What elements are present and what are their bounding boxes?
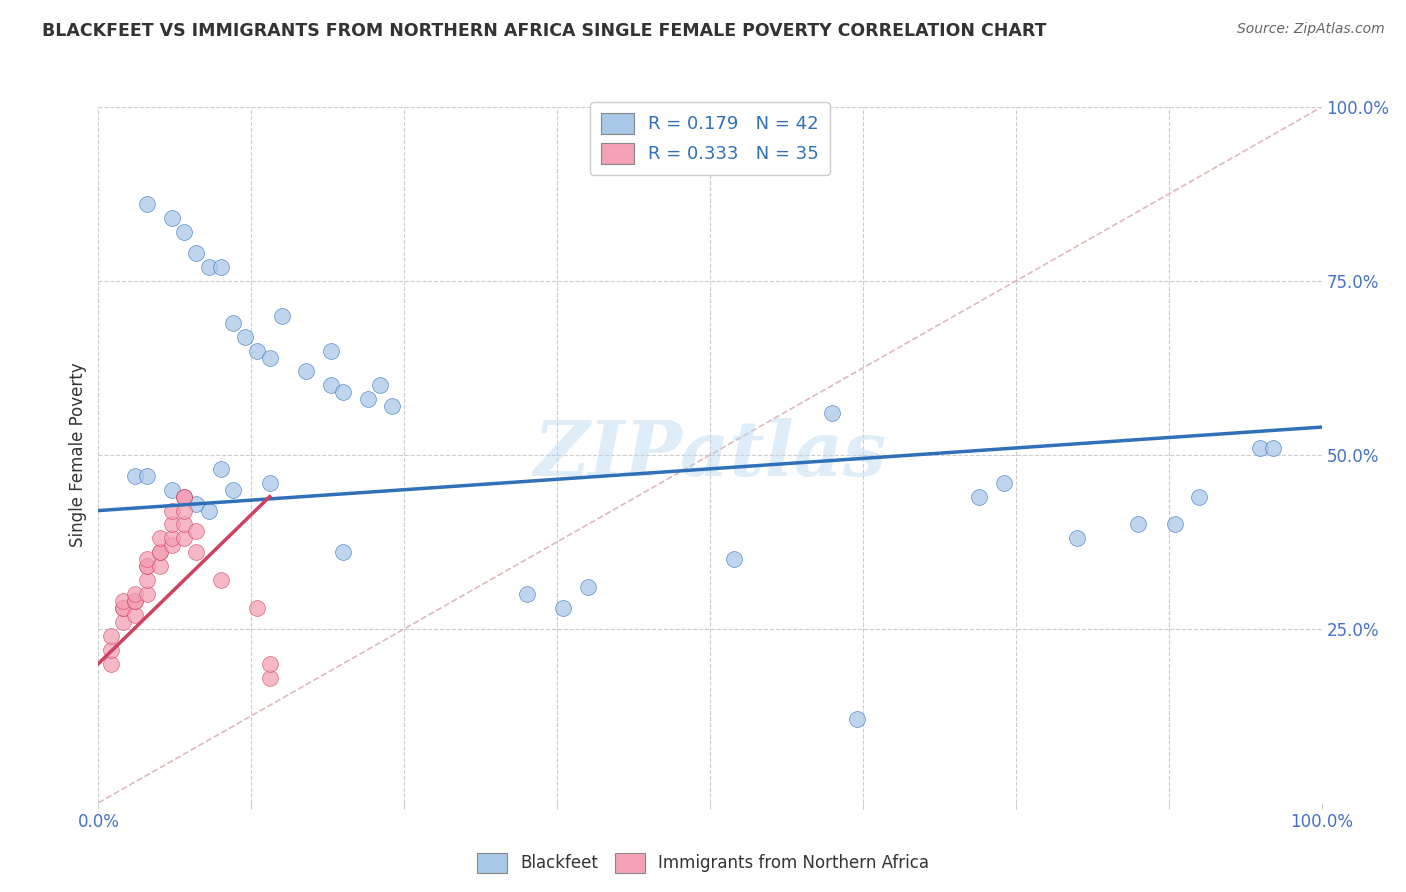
Point: [246, 601, 269, 615]
Point: [100, 657, 122, 671]
Point: [149, 532, 172, 546]
Point: [233, 329, 256, 343]
Point: [821, 406, 844, 420]
Point: [124, 587, 146, 601]
Point: [136, 559, 159, 574]
Point: [259, 475, 281, 490]
Text: BLACKFEET VS IMMIGRANTS FROM NORTHERN AFRICA SINGLE FEMALE POVERTY CORRELATION C: BLACKFEET VS IMMIGRANTS FROM NORTHERN AF…: [42, 22, 1046, 40]
Point: [332, 545, 354, 559]
Point: [186, 524, 208, 539]
Point: [295, 364, 318, 378]
Point: [356, 392, 378, 407]
Text: ZIPatlas: ZIPatlas: [533, 418, 887, 491]
Point: [160, 503, 183, 517]
Point: [515, 587, 537, 601]
Point: [111, 601, 134, 615]
Point: [845, 712, 868, 726]
Point: [553, 601, 575, 615]
Point: [222, 483, 245, 497]
Y-axis label: Single Female Poverty: Single Female Poverty: [69, 363, 87, 547]
Point: [967, 490, 990, 504]
Point: [381, 399, 404, 413]
Point: [100, 629, 122, 643]
Point: [993, 475, 1015, 490]
Point: [173, 490, 195, 504]
Point: [332, 385, 354, 400]
Point: [173, 532, 195, 546]
Point: [111, 615, 134, 629]
Point: [111, 601, 134, 615]
Point: [576, 580, 599, 594]
Point: [186, 497, 208, 511]
Point: [259, 671, 281, 685]
Point: [136, 559, 159, 574]
Point: [160, 211, 183, 226]
Point: [259, 657, 281, 671]
Point: [124, 468, 146, 483]
Point: [149, 559, 172, 574]
Point: [1128, 517, 1150, 532]
Point: [209, 260, 232, 274]
Point: [186, 545, 208, 559]
Point: [246, 343, 269, 358]
Text: Source: ZipAtlas.com: Source: ZipAtlas.com: [1237, 22, 1385, 37]
Point: [1249, 441, 1271, 455]
Point: [368, 378, 391, 392]
Legend: Blackfeet, Immigrants from Northern Africa: Blackfeet, Immigrants from Northern Afri…: [470, 847, 936, 880]
Point: [1261, 441, 1284, 455]
Point: [136, 587, 159, 601]
Point: [173, 225, 195, 239]
Point: [124, 594, 146, 608]
Point: [1164, 517, 1187, 532]
Point: [197, 260, 219, 274]
Point: [111, 594, 134, 608]
Point: [319, 378, 342, 392]
Point: [173, 503, 195, 517]
Point: [222, 316, 245, 330]
Point: [149, 545, 172, 559]
Point: [160, 538, 183, 552]
Point: [197, 503, 219, 517]
Point: [173, 490, 195, 504]
Point: [173, 517, 195, 532]
Point: [723, 552, 745, 566]
Point: [136, 552, 159, 566]
Point: [136, 468, 159, 483]
Point: [1066, 532, 1088, 546]
Point: [319, 343, 342, 358]
Point: [209, 462, 232, 476]
Point: [160, 532, 183, 546]
Point: [136, 197, 159, 211]
Point: [259, 351, 281, 365]
Point: [270, 309, 294, 323]
Point: [124, 607, 146, 622]
Point: [136, 573, 159, 587]
Point: [173, 490, 195, 504]
Point: [100, 642, 122, 657]
Point: [1188, 490, 1211, 504]
Legend: R = 0.179   N = 42, R = 0.333   N = 35: R = 0.179 N = 42, R = 0.333 N = 35: [591, 103, 830, 175]
Point: [124, 594, 146, 608]
Point: [209, 573, 232, 587]
Point: [160, 483, 183, 497]
Point: [160, 517, 183, 532]
Point: [186, 246, 208, 260]
Point: [149, 545, 172, 559]
